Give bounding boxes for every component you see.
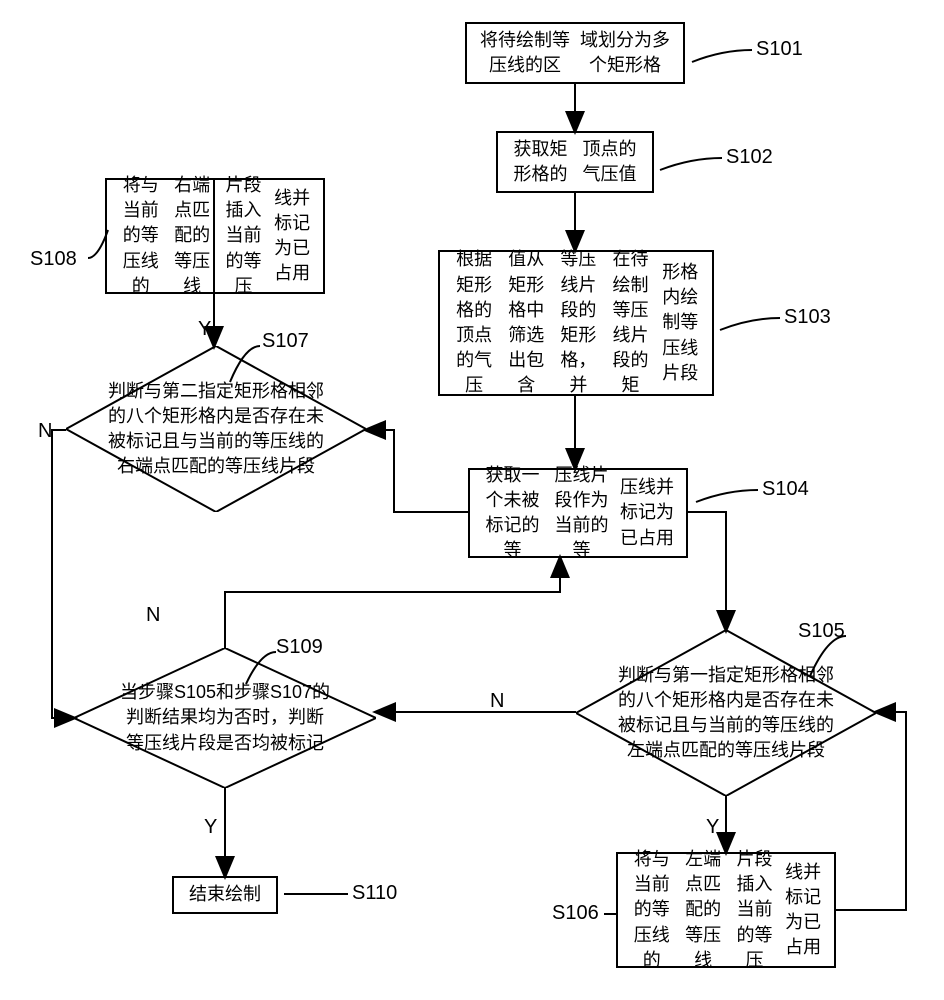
node-s101: 将待绘制等压线的区域划分为多个矩形格 xyxy=(465,22,685,84)
diamond-s109: 当步骤S105和步骤S107的判断结果均为否时，判断等压线片段是否均被标记 xyxy=(74,648,376,788)
step-label-s106: S106 xyxy=(552,902,599,925)
flowchart-canvas: 将待绘制等压线的区域划分为多个矩形格获取矩形格的顶点的气压值将与当前的等压线的右… xyxy=(0,0,944,1000)
step-label-s109: S109 xyxy=(276,636,323,659)
edge xyxy=(366,430,468,512)
diamond-s105: 判断与第一指定矩形格相邻的八个矩形格内是否存在未被标记且与当前的等压线的左端点匹… xyxy=(576,630,876,796)
node-s110: 结束绘制 xyxy=(172,876,278,914)
leader-s103 xyxy=(720,318,780,330)
leader-s102 xyxy=(660,158,722,170)
leader-s101 xyxy=(692,50,752,62)
step-label-s107: S107 xyxy=(262,330,309,353)
diamond-s107: 判断与第二指定矩形格相邻的八个矩形格内是否存在未被标记且与当前的等压线的右端点匹… xyxy=(66,346,366,512)
yn-label-s105_y: Y xyxy=(706,816,719,839)
step-label-s103: S103 xyxy=(784,306,831,329)
edge xyxy=(225,558,560,648)
node-s108: 将与当前的等压线的右端点匹配的等压线片段插入当前的等压线并标记为已占用 xyxy=(105,178,325,294)
edge xyxy=(688,512,726,630)
node-s104: 获取一个未被标记的等压线片段作为当前的等压线并标记为已占用 xyxy=(468,468,688,558)
node-s103: 根据矩形格的顶点的气压值从矩形格中筛选出包含等压线片段的矩形格，并在待绘制等压线… xyxy=(438,250,714,396)
step-label-s108: S108 xyxy=(30,248,77,271)
leader-s104 xyxy=(696,490,758,502)
step-label-s104: S104 xyxy=(762,478,809,501)
yn-label-s109_y: Y xyxy=(204,816,217,839)
node-s102: 获取矩形格的顶点的气压值 xyxy=(496,131,654,193)
yn-label-s107_y: Y xyxy=(198,318,211,341)
step-label-s110: S110 xyxy=(352,882,397,905)
step-label-s102: S102 xyxy=(726,146,773,169)
step-label-s101: S101 xyxy=(756,38,803,61)
yn-label-s109_n: N xyxy=(146,604,160,627)
node-s106: 将与当前的等压线的左端点匹配的等压线片段插入当前的等压线并标记为已占用 xyxy=(616,852,836,968)
yn-label-s107_n: N xyxy=(38,420,52,443)
step-label-s105: S105 xyxy=(798,620,845,643)
yn-label-s105_n: N xyxy=(490,690,504,713)
